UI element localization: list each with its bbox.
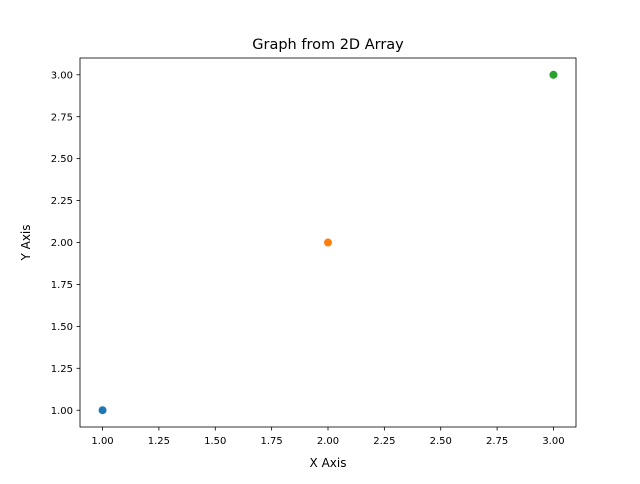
scatter-point <box>98 406 107 415</box>
y-tick-label: 1.75 <box>51 280 73 291</box>
x-tick-label: 1.25 <box>148 436 170 447</box>
scatter-point <box>549 70 558 79</box>
data-points <box>98 70 558 415</box>
x-tick-label: 1.00 <box>91 436 113 447</box>
x-tick-label: 2.50 <box>430 436 452 447</box>
x-axis-ticks: 1.00 1.25 1.50 1.75 2.00 2.25 2.50 2.75 3.00 <box>91 427 565 447</box>
x-tick-label: 2.25 <box>373 436 395 447</box>
y-tick-label: 1.50 <box>51 322 73 333</box>
y-axis-label: Y Axis <box>19 224 33 261</box>
x-tick-label: 1.75 <box>261 436 283 447</box>
y-tick-label: 1.25 <box>51 364 73 375</box>
y-tick-label: 3.00 <box>51 70 73 81</box>
x-tick-label: 3.00 <box>542 436 564 447</box>
x-tick-label: 2.75 <box>486 436 508 447</box>
y-tick-label: 2.50 <box>51 154 73 165</box>
y-tick-label: 1.00 <box>51 406 73 417</box>
scatter-point <box>324 238 332 247</box>
y-tick-label: 2.25 <box>51 196 73 207</box>
x-tick-label: 1.50 <box>204 436 226 447</box>
chart-title: Graph from 2D Array <box>252 37 404 53</box>
x-axis-label: X Axis <box>310 456 347 470</box>
y-tick-label: 2.00 <box>51 238 73 249</box>
x-tick-label: 2.00 <box>317 436 339 447</box>
plot-frame <box>79 57 577 428</box>
y-axis-ticks: 1.00 1.25 1.50 1.75 2.00 2.25 2.50 2.75 3.00 <box>51 70 80 417</box>
y-tick-label: 2.75 <box>51 112 73 123</box>
